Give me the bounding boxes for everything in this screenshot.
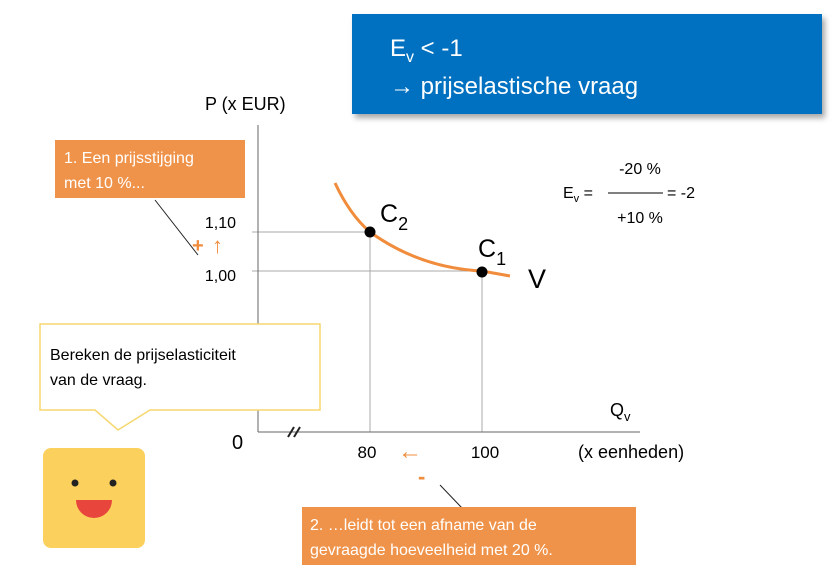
y-tick: 1,00 bbox=[205, 268, 236, 285]
smiley bbox=[43, 448, 145, 548]
x-tick: 100 bbox=[471, 443, 499, 462]
speech-bubble bbox=[39, 323, 321, 431]
arrow: ← bbox=[398, 438, 422, 465]
formula-denominator: +10 % bbox=[617, 210, 663, 227]
formula-numerator: -20 % bbox=[619, 161, 661, 178]
banner-line-2: → prijselastische vraag bbox=[390, 73, 638, 100]
x-axis-label: Qv bbox=[610, 400, 631, 424]
callout-1 bbox=[55, 140, 245, 198]
callout-text: gevraagde hoeveelheid met 20 %. bbox=[310, 542, 553, 559]
axis-break bbox=[287, 426, 301, 438]
callout-2 bbox=[302, 507, 636, 565]
formula-result: = -2 bbox=[667, 185, 695, 202]
banner-line-1: Ev < -1 bbox=[390, 35, 463, 66]
speech-text: Bereken de prijselasticiteit bbox=[50, 347, 236, 364]
formula-lhs: Ev = bbox=[563, 185, 593, 205]
callout-text: 1. Een prijsstijging bbox=[64, 150, 194, 167]
callout-text: 2. …leidt tot een afname van de bbox=[310, 517, 537, 534]
y-axis-label: P (x EUR) bbox=[205, 94, 286, 114]
origin: 0 bbox=[232, 432, 243, 454]
arrow: ↑ bbox=[212, 233, 223, 258]
point-label: C1 bbox=[478, 235, 506, 269]
demand-curve bbox=[333, 182, 511, 278]
point-c2 bbox=[364, 226, 376, 238]
banner-box bbox=[352, 14, 822, 114]
x-unit: (x eenheden) bbox=[578, 442, 684, 462]
y-tick: 1,10 bbox=[205, 215, 236, 232]
guides bbox=[252, 231, 483, 432]
sign: - bbox=[418, 464, 425, 489]
curve-label: V bbox=[528, 264, 546, 294]
point-label: C2 bbox=[380, 200, 408, 234]
sign: + bbox=[192, 235, 204, 257]
speech-text: van de vraag. bbox=[50, 372, 147, 389]
point-c1 bbox=[476, 266, 488, 278]
x-tick: 80 bbox=[358, 443, 377, 462]
pointer bbox=[154, 199, 199, 256]
callout-text: met 10 %... bbox=[64, 175, 145, 192]
pointer bbox=[439, 484, 463, 509]
